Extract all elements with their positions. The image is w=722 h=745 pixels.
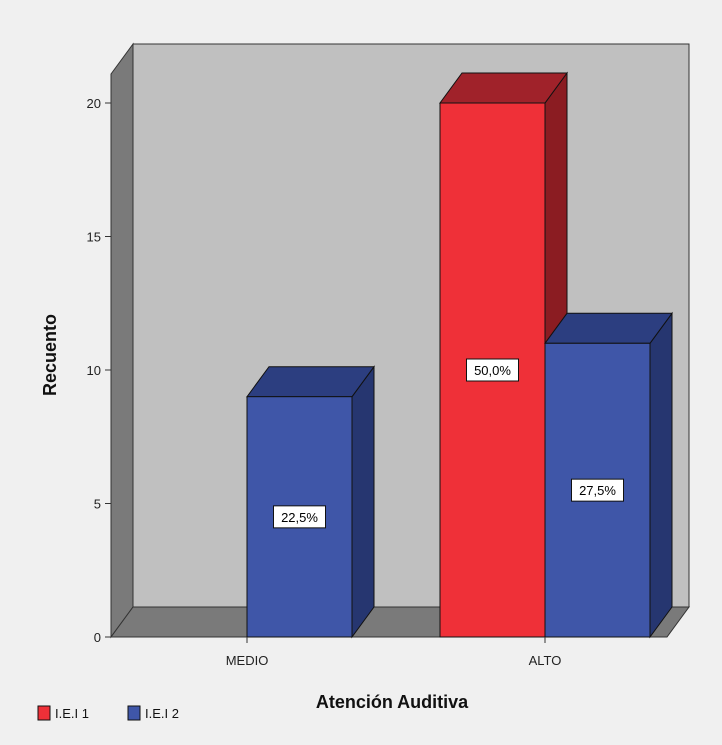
bar-top xyxy=(544,312,673,344)
legend-label: I.E.I 1 xyxy=(55,706,89,721)
x-axis-title: Atención Auditiva xyxy=(316,692,469,712)
legend: I.E.I 1 I.E.I 2 xyxy=(37,705,179,721)
bar-top xyxy=(439,72,568,104)
plot-left-wall xyxy=(110,42,134,639)
data-label: 22,5% xyxy=(281,510,318,525)
y-tick-label: 10 xyxy=(87,363,101,378)
bar-top xyxy=(246,366,375,398)
legend-swatch xyxy=(127,705,141,721)
y-tick-label: 5 xyxy=(94,497,101,512)
data-label-box xyxy=(273,505,326,529)
data-label: 27,5% xyxy=(579,483,616,498)
data-label-box xyxy=(466,358,519,382)
x-tick-label: ALTO xyxy=(529,653,562,668)
x-axis-ticks: MEDIO ALTO xyxy=(226,637,562,668)
legend-swatch xyxy=(37,705,51,721)
data-label-box xyxy=(571,478,624,502)
y-tick-label: 15 xyxy=(87,230,101,245)
data-label: 50,0% xyxy=(474,363,511,378)
x-tick-label: MEDIO xyxy=(226,653,269,668)
bar-side xyxy=(351,365,375,639)
bars: 22,5% 50,0% 27,5% xyxy=(246,71,673,639)
y-tick-label: 0 xyxy=(94,630,101,645)
y-axis-title: Recuento xyxy=(40,314,60,396)
y-axis-ticks: 0 5 10 15 20 xyxy=(87,96,111,645)
y-tick-label: 20 xyxy=(87,96,101,111)
legend-label: I.E.I 2 xyxy=(145,706,179,721)
bar-side xyxy=(649,311,673,639)
